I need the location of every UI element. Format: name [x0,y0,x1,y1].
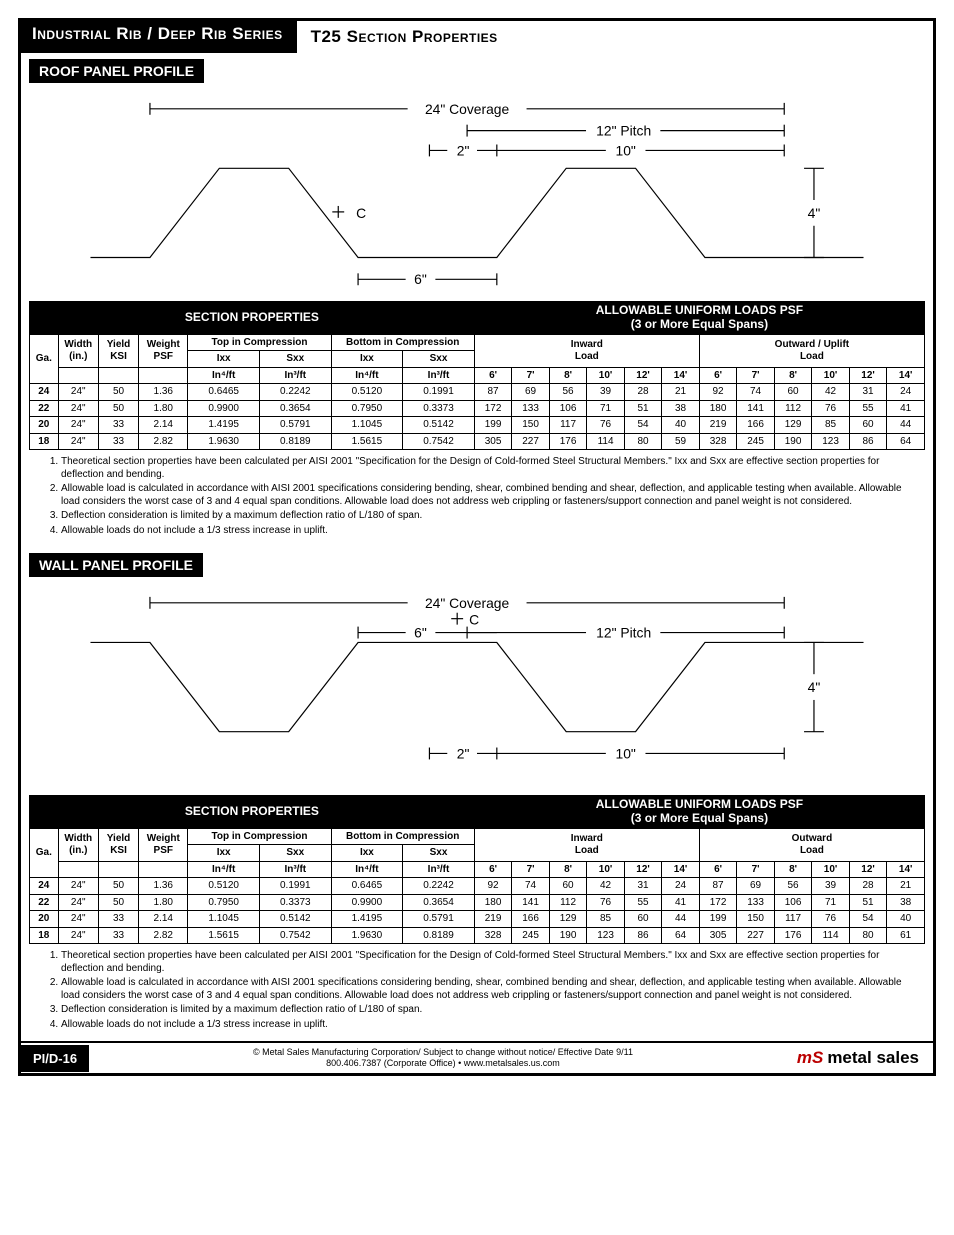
table-row: 2424"501.360.64650.22420.51200.199187695… [30,384,925,401]
loads-header: ALLOWABLE UNIFORM LOADS PSF(3 or More Eq… [474,302,924,335]
table-row: 2024"332.141.10450.51421.41950.579121916… [30,911,925,928]
wall-section-title: WALL PANEL PROFILE [29,553,203,577]
wall-table: SECTION PROPERTIES ALLOWABLE UNIFORM LOA… [29,795,925,944]
table-row: 2224"501.800.79500.33730.99000.365418014… [30,894,925,911]
page-title-left: Industrial Rib / Deep Rib Series [18,18,297,53]
footer-text: © Metal Sales Manufacturing Corporation/… [89,1043,797,1073]
note-item: Allowable load is calculated in accordan… [61,977,913,1002]
svg-text:4": 4" [808,205,821,221]
note-item: Deflection consideration is limited by a… [61,1004,913,1017]
table-row: 2224"501.800.99000.36540.79500.337317213… [30,400,925,417]
table-row: 1824"332.821.96300.81891.56150.754230522… [30,433,925,450]
note-item: Deflection consideration is limited by a… [61,510,913,523]
note-item: Theoretical section properties have been… [61,950,913,975]
note-item: Allowable load is calculated in accordan… [61,483,913,508]
svg-text:C: C [356,205,366,221]
roof-notes: Theoretical section properties have been… [41,456,913,537]
page-number: PI/D-16 [21,1045,89,1072]
page-title-right: T25 Section Properties [297,18,512,53]
wall-profile-figure: 24" Coverage 12" Pitch 6" 2" 10" 4" C [21,577,933,795]
table-row: 2024"332.141.41950.57911.10450.514219915… [30,417,925,434]
note-item: Allowable loads do not include a 1/3 str… [61,525,913,538]
svg-text:10": 10" [615,142,635,158]
section-props-header: SECTION PROPERTIES [30,302,475,335]
wall-notes: Theoretical section properties have been… [41,950,913,1031]
svg-text:24" Coverage: 24" Coverage [425,101,510,117]
svg-text:4": 4" [808,679,821,695]
svg-text:6": 6" [414,271,427,287]
brand-logo: mSmetal sales [797,1048,933,1068]
roof-section-title: ROOF PANEL PROFILE [29,59,204,83]
note-item: Theoretical section properties have been… [61,456,913,481]
table-row: 2424"501.360.51200.19910.64650.224292746… [30,878,925,895]
svg-text:C: C [469,612,479,628]
table-row: 1824"332.821.56150.75421.96300.818932824… [30,927,925,944]
svg-text:12" Pitch: 12" Pitch [596,123,651,139]
svg-text:6": 6" [414,625,427,641]
svg-text:2": 2" [457,142,470,158]
roof-table: SECTION PROPERTIES ALLOWABLE UNIFORM LOA… [29,301,925,450]
svg-text:2": 2" [457,746,470,762]
roof-profile-figure: 24" Coverage 12" Pitch 2" 10" 4" 6" C [21,83,933,301]
svg-text:24" Coverage: 24" Coverage [425,595,510,611]
svg-text:10": 10" [615,746,635,762]
svg-text:12" Pitch: 12" Pitch [596,625,651,641]
note-item: Allowable loads do not include a 1/3 str… [61,1019,913,1032]
